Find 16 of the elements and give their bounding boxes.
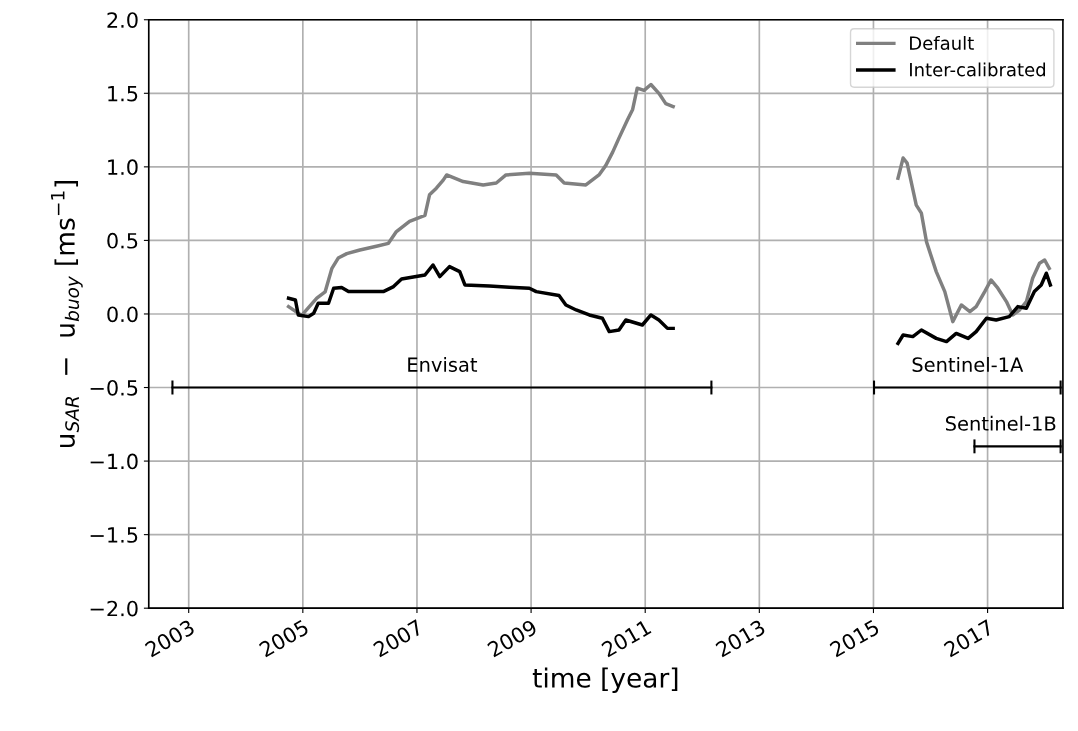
series-label: Sentinel-1B (945, 415, 1056, 431)
y-tick-label: −2.0 (90, 600, 138, 617)
y-tick-label: 2.0 (107, 12, 138, 28)
series-label: Sentinel-1A (912, 356, 1024, 372)
y-tick-label: −0.5 (90, 379, 138, 396)
y-tick-label: −1.5 (90, 527, 138, 543)
y-tick-label: −1.0 (90, 453, 138, 470)
legend-label: Default (910, 35, 974, 50)
y-tick-label: 0.5 (107, 232, 138, 249)
legend-label: Inter-calibrated (910, 62, 1046, 77)
y-tick-label: 1.0 (108, 159, 138, 176)
series-label: Envisat (408, 356, 478, 372)
y-tick-label: 0.0 (107, 306, 138, 323)
y-axis-title: u$_{SAR}$ − u$_{buoy}$ [ms$^{−1}$] (50, 181, 83, 448)
y-tick-label: 1.5 (108, 86, 138, 102)
x-axis-title: time [year] (532, 667, 678, 693)
